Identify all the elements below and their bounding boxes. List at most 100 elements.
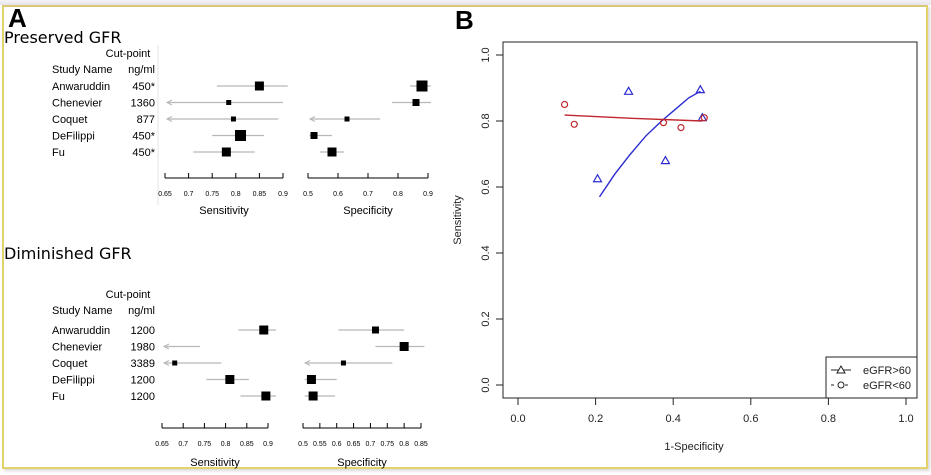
study-name: Coquet — [52, 114, 87, 126]
study-name-header: Study Name — [52, 64, 113, 76]
study-row: Fu 450* — [52, 147, 344, 159]
spec-point-box — [412, 99, 420, 106]
triangle-point — [592, 173, 603, 183]
sens-tick-label: 0.75 — [205, 191, 219, 198]
cutpoint-value: 1360 — [131, 98, 155, 110]
study-name: DeFilippi — [52, 131, 95, 143]
study-name: Coquet — [52, 358, 87, 370]
preserved-gfr-forest: Cut-point Study Name ng/ml Anwaruddin 450* Ch… — [52, 45, 433, 217]
legend-box — [825, 356, 918, 399]
circle-point — [677, 123, 685, 132]
circle-point — [570, 120, 578, 128]
spec-tick-label: 0.7 — [366, 441, 376, 448]
spec-tick-label: 0.9 — [423, 191, 433, 198]
sens-tick-label: 0.7 — [178, 441, 188, 448]
study-name: DeFilippi — [52, 375, 95, 387]
x-tick-label: 0.4 — [666, 413, 681, 425]
sens-tick-label: 0.8 — [221, 441, 231, 448]
cutpoint-value: 1200 — [131, 375, 155, 387]
cutpoint-value: 450* — [132, 81, 155, 93]
y-tick-label: 0.2 — [480, 311, 492, 326]
study-row: Chenevier 1980 — [52, 342, 425, 354]
cutpoint-value: 877 — [137, 114, 155, 126]
panel-b-label: B — [455, 5, 474, 35]
sens-point-box — [226, 100, 232, 105]
study-name: Anwaruddin — [52, 81, 110, 93]
triangle-point — [660, 155, 671, 165]
study-row: Coquet 877 — [52, 114, 380, 126]
sens-tick-label: 0.85 — [253, 191, 267, 198]
window-top-edge — [0, 0, 931, 5]
spec-tick-label: 0.6 — [332, 441, 342, 448]
sens-point-box — [259, 325, 269, 335]
x-tick-label: 0.6 — [743, 413, 758, 425]
legend-label: eGFR<60 — [863, 380, 911, 392]
spec-tick-label: 0.7 — [363, 191, 373, 198]
sens-point-box — [254, 81, 264, 91]
circle-point — [659, 119, 668, 127]
series-eGFR>60 — [592, 84, 708, 198]
sens-tick-label: 0.9 — [263, 441, 273, 448]
cutpoint-header: Cut-point — [106, 48, 151, 60]
study-row: Anwaruddin 450* — [52, 80, 431, 93]
sens-axis-label: Sensitivity — [190, 457, 240, 469]
circle-point — [560, 100, 569, 109]
sens-ci-arrow — [162, 343, 170, 350]
cutpoint-header: Cut-point — [106, 289, 151, 301]
fit-curve — [564, 114, 703, 122]
sens-point-box — [230, 116, 236, 122]
series-eGFR<60 — [560, 100, 708, 132]
sens-axis-label: Sensitivity — [199, 205, 249, 217]
study-name: Fu — [52, 391, 65, 403]
sens-tick-label: 0.75 — [198, 441, 212, 448]
sens-axis: 0.65 0.7 0.75 0.8 0.85 0.9 Sensitivity — [155, 423, 273, 469]
spec-point-box — [399, 342, 409, 351]
spec-point-box — [306, 375, 316, 384]
spec-tick-label: 0.8 — [399, 441, 409, 448]
spec-tick-label: 0.6 — [333, 191, 343, 198]
spec-tick-label: 0.85 — [414, 441, 428, 448]
sens-tick-label: 0.9 — [278, 191, 288, 198]
study-name: Chenevier — [52, 342, 102, 354]
y-tick-label: 0.4 — [480, 245, 492, 260]
legend-label: eGFR>60 — [863, 365, 911, 377]
spec-point-box — [310, 132, 318, 139]
study-row: Anwaruddin 1200 — [52, 325, 405, 337]
unit-header: ng/ml — [128, 64, 155, 76]
sens-tick-label: 0.8 — [231, 191, 241, 198]
spec-ci-arrow — [308, 116, 316, 122]
spec-axis: 0.5 0.6 0.7 0.8 0.9 Specificity — [303, 173, 433, 217]
spec-tick-label: 0.5 — [298, 441, 308, 448]
legend-triangle-icon — [836, 364, 846, 374]
study-name: Chenevier — [52, 98, 102, 110]
spec-tick-label: 0.8 — [393, 191, 403, 198]
circle-point — [700, 114, 708, 122]
legend: eGFR>60 eGFR<60 — [825, 356, 918, 399]
sens-ci-arrow — [165, 99, 173, 106]
spec-axis-label: Specificity — [343, 205, 393, 217]
fit-curve — [598, 90, 701, 198]
triangle-point — [695, 84, 706, 94]
sens-point-box — [225, 375, 235, 384]
sens-point-box — [172, 360, 178, 366]
y-tick-label: 0.6 — [480, 179, 492, 194]
sens-point-box — [221, 147, 231, 157]
sens-ci-arrow — [162, 360, 170, 366]
y-tick-label: 0.8 — [480, 113, 492, 128]
cutpoint-value: 3389 — [131, 358, 155, 370]
spec-tick-label: 0.75 — [380, 441, 394, 448]
spec-tick-label: 0.65 — [347, 441, 361, 448]
preserved-gfr-title: Preserved GFR — [4, 28, 122, 47]
cutpoint-value: 450* — [132, 147, 155, 159]
sens-tick-label: 0.7 — [184, 191, 194, 198]
study-row: Chenevier 1360 — [52, 98, 431, 110]
study-row: DeFilippi 1200 — [52, 375, 337, 387]
y-axis-label: Sensitivity — [452, 195, 464, 245]
diminished-gfr-title: Diminished GFR — [4, 244, 132, 263]
sens-axis: 0.65 0.7 0.75 0.8 0.85 0.9 Sensitivity — [158, 173, 288, 217]
spec-point-box — [340, 360, 346, 366]
sens-tick-label: 0.65 — [155, 441, 169, 448]
legend-circle-icon — [837, 381, 845, 389]
panel-a-label: A — [8, 3, 27, 33]
